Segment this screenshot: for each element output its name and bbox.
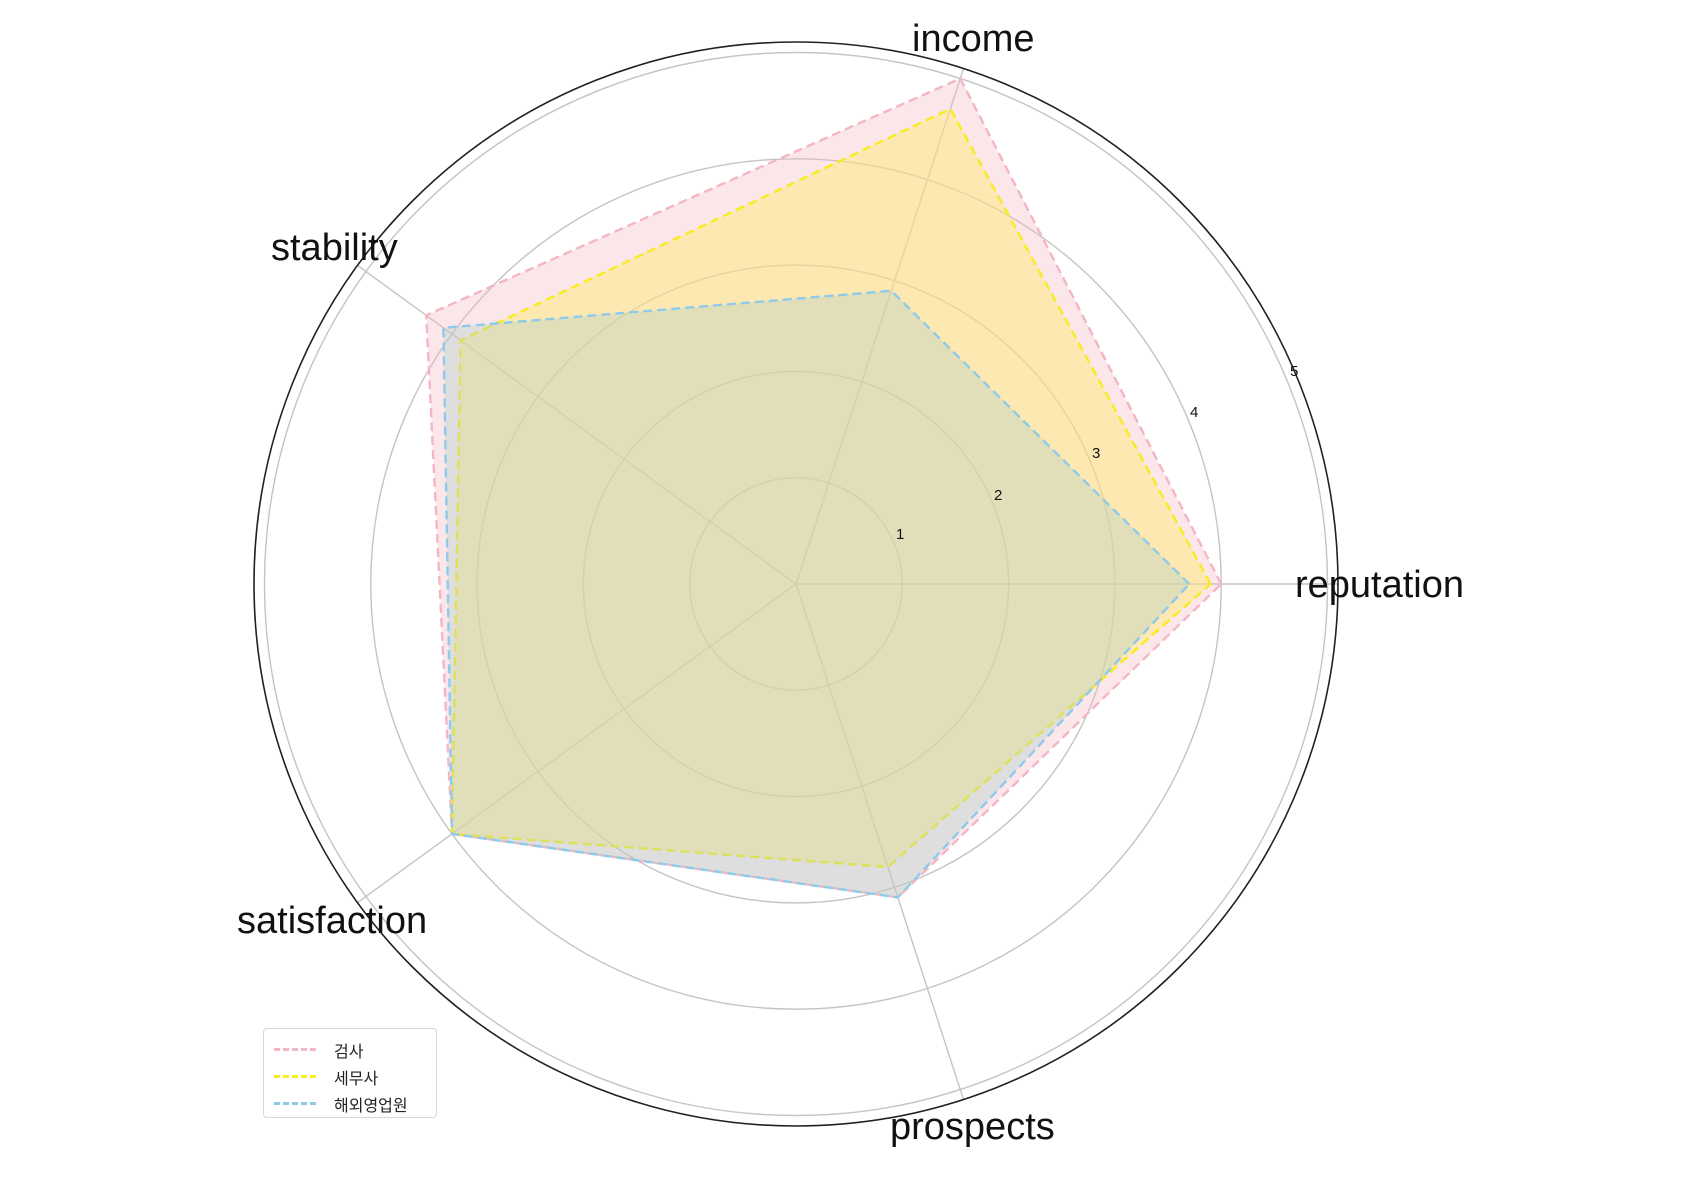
legend-item-overseas-sales: 해외영업원 xyxy=(274,1090,436,1117)
legend-item-tax-accountant: 세무사 xyxy=(274,1063,436,1090)
series-polygon xyxy=(450,107,1213,869)
legend-swatch-pink xyxy=(274,1048,316,1051)
axis-label-reputation: reputation xyxy=(1295,564,1465,606)
grid-spoke xyxy=(356,264,797,585)
legend-label: 해외영업원 xyxy=(334,1095,408,1115)
outer-frame xyxy=(253,41,1339,1127)
legend-swatch-blue xyxy=(274,1102,316,1105)
legend-item-prosecutor: 검사 xyxy=(274,1036,436,1063)
series-polygon xyxy=(442,289,1191,899)
series-polygon xyxy=(424,76,1223,899)
axis-label-satisfaction: satisfaction xyxy=(237,900,428,942)
axis-label-income: income xyxy=(912,18,1035,60)
legend-swatch-yellow xyxy=(274,1075,316,1078)
grid-spoke xyxy=(795,583,965,1100)
axis-label-prospects: prospects xyxy=(890,1106,1055,1148)
radial-tick-5: 5 xyxy=(1290,363,1299,380)
legend-label: 검사 xyxy=(334,1041,364,1061)
radial-tick-4: 4 xyxy=(1190,404,1199,421)
radial-tick-3: 3 xyxy=(1092,445,1101,462)
grid-spoke xyxy=(356,583,797,904)
radial-tick-2: 2 xyxy=(994,487,1003,504)
legend: 검사 세무사 해외영업원 xyxy=(263,1028,437,1118)
radial-tick-1: 1 xyxy=(896,526,905,543)
axis-label-stability: stability xyxy=(271,227,398,269)
grid-spoke xyxy=(795,68,965,585)
legend-label: 세무사 xyxy=(334,1068,379,1088)
radar-series xyxy=(424,76,1223,899)
